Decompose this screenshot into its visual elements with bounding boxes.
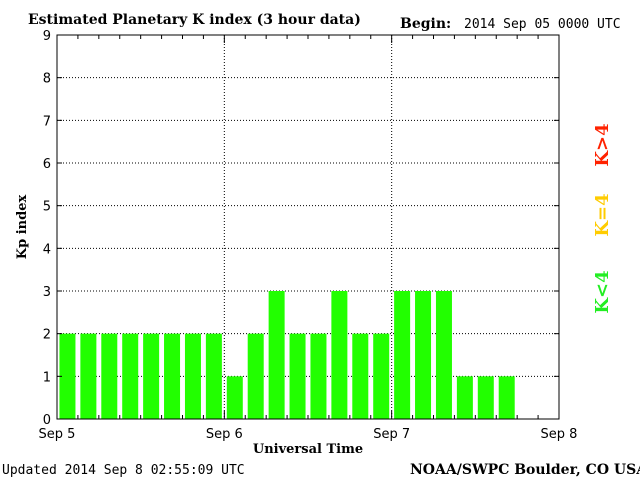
kp-bar xyxy=(498,376,515,419)
kp-bar xyxy=(373,333,390,419)
x-tick-label: Sep 6 xyxy=(206,427,243,442)
y-axis-ticks: 0 1 2 3 4 5 6 7 8 9 xyxy=(43,29,559,428)
kp-bar xyxy=(435,291,452,419)
y-tick-label: 9 xyxy=(43,29,51,44)
y-tick-label: 7 xyxy=(43,114,51,129)
y-tick-label: 8 xyxy=(43,72,51,87)
kp-bar xyxy=(205,333,222,419)
legend-k-less-4: K<4 xyxy=(592,270,613,313)
kp-bar xyxy=(415,291,432,419)
begin-label: Begin: xyxy=(400,16,451,32)
y-tick-label: 4 xyxy=(43,242,51,257)
bars xyxy=(59,291,515,419)
y-axis-label: Kp index xyxy=(15,195,30,260)
source-credit: NOAA/SWPC Boulder, CO USA xyxy=(410,462,640,478)
x-tick-label: Sep 8 xyxy=(541,427,578,442)
y-tick-label: 5 xyxy=(43,200,51,215)
kp-bar xyxy=(122,333,139,419)
y-tick-label: 1 xyxy=(43,370,51,385)
kp-bar xyxy=(289,333,306,419)
x-axis-ticks: Sep 5 Sep 6 Sep 7 Sep 8 xyxy=(39,35,578,442)
chart-title: Estimated Planetary K index (3 hour data… xyxy=(28,12,361,28)
grid-lines xyxy=(57,35,559,419)
y-tick-label: 0 xyxy=(43,413,51,428)
kp-bar xyxy=(247,333,264,419)
y-tick-label: 6 xyxy=(43,157,51,172)
kp-bar xyxy=(226,376,243,419)
kp-bar xyxy=(101,333,118,419)
kp-bar xyxy=(352,333,369,419)
kp-bar xyxy=(164,333,181,419)
kp-bar xyxy=(268,291,285,419)
kp-bar xyxy=(331,291,348,419)
kp-bar xyxy=(184,333,201,419)
legend-k-equal-4: K=4 xyxy=(592,193,613,236)
updated-timestamp: Updated 2014 Sep 8 02:55:09 UTC xyxy=(2,463,245,478)
kp-bar xyxy=(80,333,97,419)
kp-bar xyxy=(310,333,327,419)
legend-k-greater-4: K>4 xyxy=(592,123,613,166)
y-tick-label: 3 xyxy=(43,285,51,300)
kp-bar xyxy=(456,376,473,419)
y-tick-label: 2 xyxy=(43,328,51,343)
begin-value: 2014 Sep 05 0000 UTC xyxy=(464,17,621,32)
kp-bar xyxy=(143,333,160,419)
kp-bar xyxy=(477,376,494,419)
x-tick-label: Sep 7 xyxy=(373,427,410,442)
kp-bar xyxy=(59,333,76,419)
x-tick-label: Sep 5 xyxy=(39,427,76,442)
kp-bar xyxy=(394,291,411,419)
x-axis-label: Universal Time xyxy=(253,442,363,457)
